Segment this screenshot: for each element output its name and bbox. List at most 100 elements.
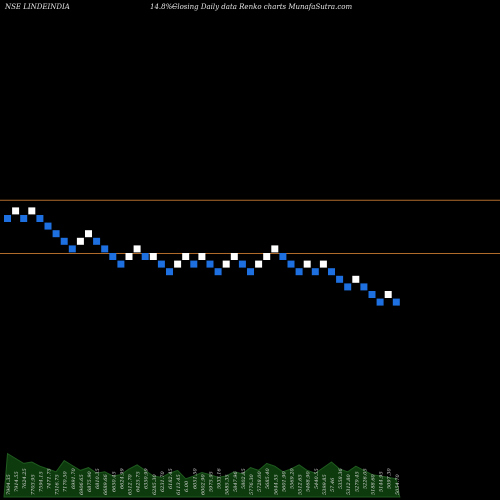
renko-brick-down <box>287 260 295 268</box>
volume-label: 7170.50 <box>63 471 69 492</box>
volume-label: 5054.70 <box>395 474 401 495</box>
renko-brick-down <box>206 260 214 268</box>
renko-brick-down <box>328 268 335 276</box>
renko-brick-down <box>4 215 11 222</box>
volume-label: 5512.65 <box>298 474 304 495</box>
volume-label: 6231.70 <box>160 471 166 492</box>
renko-brick-up <box>12 207 20 215</box>
renko-brick-down <box>376 298 384 306</box>
volume-label: 7703.95 <box>30 474 36 495</box>
renko-brick-down <box>93 237 101 245</box>
volume-label: 57.46 <box>330 477 336 492</box>
volume-label: 6051.50 <box>192 468 198 489</box>
volume-label: 6182.45 <box>168 468 174 489</box>
renko-brick-up <box>230 253 238 260</box>
volume-label: 5644.55 <box>273 474 279 495</box>
ticker-label: NSE LINDEINDIA <box>5 3 70 11</box>
volume-label: 5847.96 <box>233 471 239 492</box>
volume-label: 5144.95 <box>379 471 385 492</box>
renko-brick-down <box>166 268 173 276</box>
renko-brick-down <box>392 298 400 306</box>
volume-label: 7624.25 <box>22 468 28 489</box>
renko-brick-down <box>214 268 222 276</box>
volume-label: 5226.05 <box>362 468 368 489</box>
volume-label: 5685.40 <box>265 468 271 489</box>
volume-label: 5097.30 <box>387 468 393 489</box>
volume-label: 6350.99 <box>144 468 150 489</box>
renko-bricks <box>4 207 400 306</box>
volume-label: 5933.16 <box>217 468 223 489</box>
renko-brick-up <box>174 260 182 268</box>
volume-label: 7594.15 <box>38 471 44 492</box>
volume-label: 5440.55 <box>314 468 320 489</box>
volume-label: 5569.20 <box>290 468 296 489</box>
level-lines <box>0 199 500 254</box>
renko-brick-down <box>368 291 376 298</box>
volume-label: 5601.90 <box>281 471 287 492</box>
volume-labels: 7904.35 7914.55 7624.25 7703.95 7594.15 7471.… <box>6 468 401 495</box>
volume-label: 6425.75 <box>136 471 142 492</box>
volume-label: 5885.35 <box>225 474 231 495</box>
renko-brick-up <box>149 253 157 260</box>
renko-brick-down <box>157 260 165 268</box>
volume-label: 5312.80 <box>346 474 352 495</box>
chart-header: NSE LINDEINDIA 14.8%~ Closing Daily data… <box>0 0 500 14</box>
chart-description: Closing Daily data Renko charts MunafaSu… <box>172 3 353 11</box>
volume-label: 5802.85 <box>241 468 247 489</box>
volume-label: 7471.75 <box>47 468 53 489</box>
renko-brick-down <box>279 253 287 260</box>
volume-label: 6689.66 <box>103 474 109 495</box>
volume-label: 7316.75 <box>55 474 61 495</box>
renko-brick-up <box>384 291 392 298</box>
volume-label: 6285.30 <box>152 474 158 495</box>
volume-label: 6624.99 <box>119 468 125 489</box>
volume-label: 5776.30 <box>249 474 255 495</box>
volume-label: 5468.90 <box>306 471 312 492</box>
renko-brick-down <box>141 253 149 260</box>
renko-brick-up <box>263 253 271 260</box>
renko-brick-down <box>247 268 254 276</box>
renko-brick-down <box>52 230 60 238</box>
renko-brick-up <box>198 253 206 260</box>
renko-brick-up <box>352 275 360 283</box>
volume-label: 5358.36 <box>338 468 344 489</box>
renko-brick-down <box>36 215 44 222</box>
renko-brick-up <box>271 245 279 253</box>
renko-brick-up <box>76 237 84 245</box>
volume-label: 6875.90 <box>87 471 93 492</box>
renko-brick-up <box>28 207 36 215</box>
volume-label: 5399.85 <box>322 474 328 495</box>
renko-brick-down <box>60 237 68 245</box>
volume-label: 6.00 <box>184 480 190 492</box>
renko-brick-up <box>222 260 230 268</box>
renko-brick-down <box>101 245 109 253</box>
renko-brick-down <box>117 260 125 268</box>
volume-label: 6991.70 <box>71 468 77 489</box>
volume-label: 6906.65 <box>79 474 85 495</box>
volume-label: 6810.35 <box>95 468 101 489</box>
renko-brick-down <box>109 253 117 260</box>
volume-label: 5975.95 <box>209 471 215 492</box>
renko-brick-down <box>44 222 52 230</box>
renko-brick-up <box>133 245 141 253</box>
volume-label: 6113.45 <box>176 474 182 495</box>
renko-brick-down <box>238 260 246 268</box>
renko-brick-down <box>311 268 319 276</box>
change-label: 14.8%~ <box>150 3 179 11</box>
renko-brick-up <box>319 260 327 268</box>
renko-brick-down <box>344 283 352 291</box>
volume-area <box>3 452 401 498</box>
renko-brick-up <box>303 260 311 268</box>
renko-brick-down <box>336 275 344 283</box>
renko-brick-up <box>125 253 133 260</box>
renko-brick-down <box>360 283 368 291</box>
renko-brick-up <box>255 260 263 268</box>
renko-brick-up <box>85 230 92 238</box>
volume-panel <box>3 452 401 498</box>
renko-brick-down <box>20 215 28 222</box>
volume-label: 5188.60 <box>371 474 377 495</box>
renko-brick-down <box>68 245 76 253</box>
renko-brick-up <box>182 253 190 260</box>
renko-brick-down <box>190 260 198 268</box>
